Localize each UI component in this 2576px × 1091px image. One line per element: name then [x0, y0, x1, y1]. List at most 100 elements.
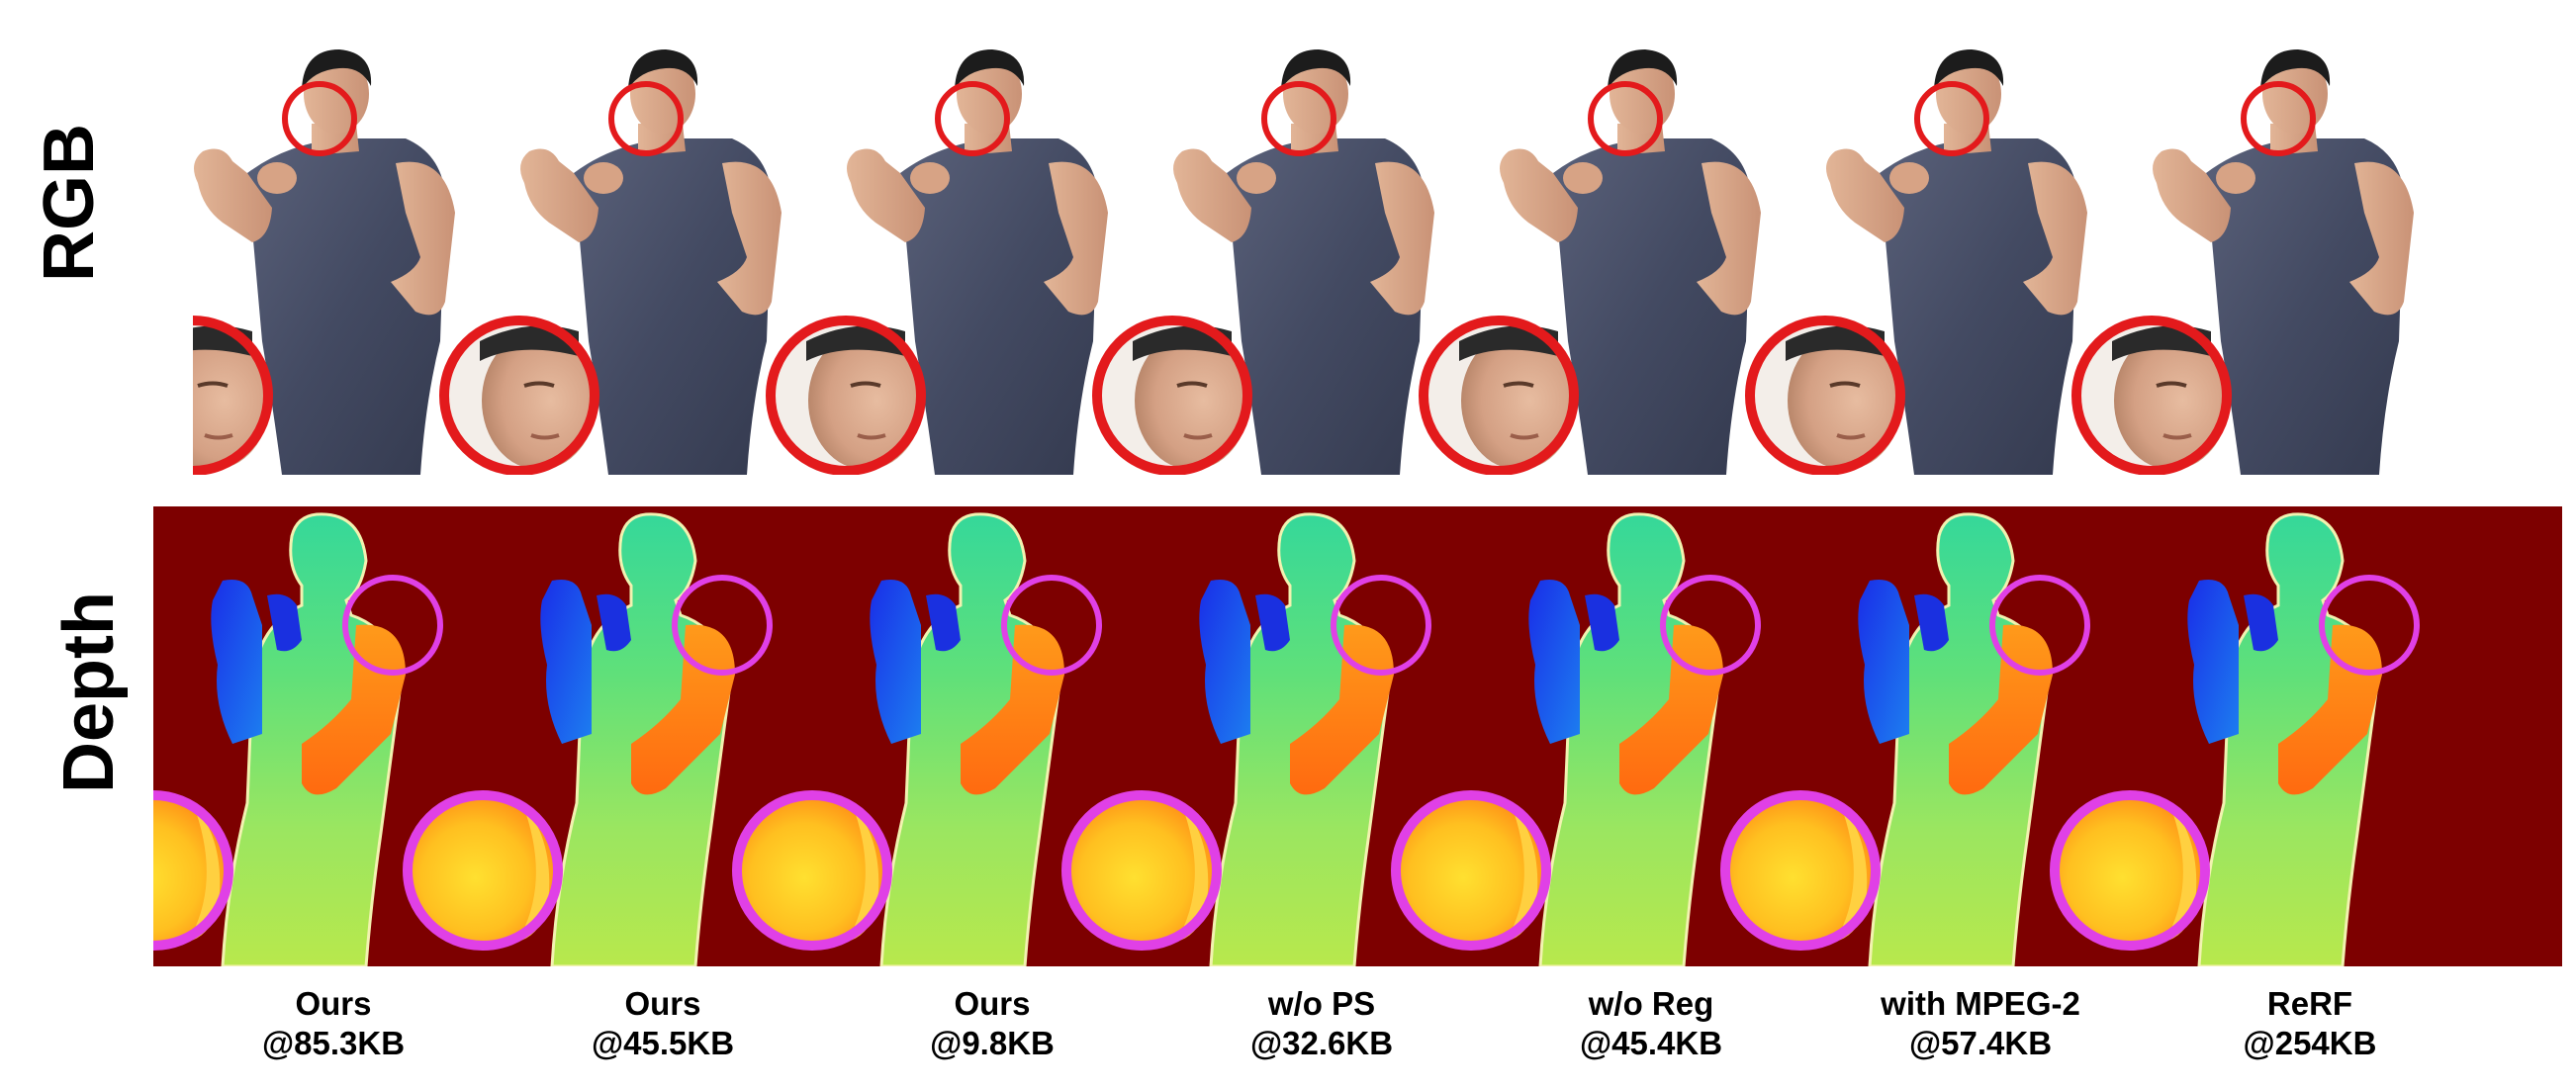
- orange-arm: [1619, 624, 1723, 795]
- face-highlight-circle: [2241, 81, 2316, 156]
- hand-forearm: [1199, 580, 1250, 744]
- orange-arm: [1290, 624, 1394, 795]
- method-caption: Ours @9.8KB: [834, 984, 1150, 1063]
- fist: [1237, 162, 1276, 194]
- hand-forearm: [1528, 580, 1580, 744]
- depth-panel: [403, 512, 773, 966]
- method-size: @45.4KB: [1579, 1025, 1723, 1061]
- method-size: @9.8KB: [930, 1025, 1055, 1061]
- hair: [1608, 49, 1678, 89]
- right-arm: [1044, 161, 1108, 316]
- method-name: ReRF: [2266, 985, 2353, 1022]
- zoom-inset-hair: [806, 325, 905, 361]
- zoom-inset-face: [1461, 331, 1576, 470]
- zoom-inset-circle: [1720, 790, 1881, 951]
- shirt: [1553, 138, 1751, 475]
- method-name: Ours: [295, 985, 372, 1022]
- hand-forearm: [2187, 580, 2239, 744]
- zoom-inset-shoulder: [1066, 795, 1217, 946]
- hair: [302, 49, 372, 89]
- shirt: [247, 138, 445, 475]
- neck: [1291, 124, 1338, 155]
- zoom-inset-shoulder: [737, 795, 887, 946]
- face-highlight-circle: [1914, 81, 1989, 156]
- shirt: [2206, 138, 2404, 475]
- fist: [2244, 593, 2278, 652]
- shirt: [1880, 138, 2077, 475]
- shoulder-highlight-circle: [672, 575, 773, 676]
- shoulder-highlight-circle: [2319, 575, 2420, 676]
- hair: [1281, 49, 1351, 89]
- zoom-inset-shoulder: [1725, 795, 1876, 946]
- fist: [1255, 593, 1290, 652]
- zoom-inset-eye: [1829, 381, 1861, 388]
- left-arm: [1826, 148, 1904, 242]
- row-label-rgb: RGB: [30, 124, 109, 282]
- shoulder-highlight-circle: [342, 575, 443, 676]
- method-size: @85.3KB: [261, 1025, 406, 1061]
- method-caption: ReRF @254KB: [2152, 984, 2468, 1063]
- zoom-inset-mouth: [1183, 433, 1213, 440]
- zoom-inset-circle: [2071, 316, 2232, 475]
- orange-arm: [302, 624, 406, 795]
- left-arm: [1500, 148, 1578, 242]
- zoom-inset-circle: [1092, 316, 1252, 475]
- shoulder-highlight-circle: [1660, 575, 1761, 676]
- fist: [1563, 162, 1603, 194]
- method-size: @254KB: [2243, 1025, 2377, 1061]
- method-name: Ours: [954, 985, 1031, 1022]
- method-name: w/o Reg: [1588, 985, 1714, 1022]
- right-arm: [1370, 161, 1434, 316]
- method-caption: w/o PS @32.6KB: [1163, 984, 1480, 1063]
- rgb-panel: [1745, 49, 2087, 475]
- hair: [1934, 49, 2004, 89]
- left-arm: [194, 148, 272, 242]
- depth-panel: [732, 512, 1102, 966]
- rgb-row: [193, 49, 2414, 475]
- depth-row: [153, 506, 2562, 966]
- zoom-inset-shoulder: [1396, 795, 1546, 946]
- zoom-inset-hair: [1133, 325, 1232, 361]
- rgb-panel: [439, 49, 782, 475]
- zoom-inset-mouth: [204, 433, 233, 440]
- zoom-inset-edge: [188, 803, 221, 942]
- method-size: @32.6KB: [1249, 1025, 1394, 1061]
- method-captions: Ours @85.3KB Ours @45.5KB Ours @9.8KB w/o PS @3…: [153, 984, 2562, 1083]
- shirt: [1227, 138, 1425, 475]
- zoom-inset-circle: [153, 790, 233, 951]
- zoom-inset-eye: [850, 381, 881, 388]
- zoom-inset-face: [1788, 331, 1902, 470]
- fist: [1889, 162, 1929, 194]
- neck: [2270, 124, 2318, 155]
- orange-arm: [961, 624, 1064, 795]
- zoom-inset-face: [2114, 331, 2229, 470]
- fist: [1914, 593, 1949, 652]
- shirt: [574, 138, 772, 475]
- face-highlight-circle: [282, 81, 357, 156]
- zoom-inset-mouth: [530, 433, 560, 440]
- zoom-inset-eye: [197, 381, 229, 388]
- zoom-inset-hair: [1786, 325, 1885, 361]
- neck: [638, 124, 686, 155]
- right-arm: [2023, 161, 2087, 316]
- shoulder-highlight-circle: [1001, 575, 1102, 676]
- depth-panel: [2050, 512, 2420, 966]
- fist: [926, 593, 961, 652]
- hand-forearm: [211, 580, 262, 744]
- zoom-inset-face: [1135, 331, 1249, 470]
- face-highlight-circle: [608, 81, 684, 156]
- zoom-inset-face: [193, 331, 270, 470]
- fist: [1585, 593, 1619, 652]
- neck: [1617, 124, 1665, 155]
- hand-forearm: [1858, 580, 1909, 744]
- face-highlight-circle: [935, 81, 1010, 156]
- method-size: @57.4KB: [1908, 1025, 2053, 1061]
- depth-panel: [1720, 512, 2090, 966]
- fist: [597, 593, 631, 652]
- face-highlight-circle: [1588, 81, 1663, 156]
- zoom-inset-circle: [732, 790, 892, 951]
- zoom-inset-edge: [2164, 803, 2197, 942]
- zoom-inset-edge: [847, 803, 879, 942]
- rgb-panel: [1419, 49, 1761, 475]
- fist: [267, 593, 302, 652]
